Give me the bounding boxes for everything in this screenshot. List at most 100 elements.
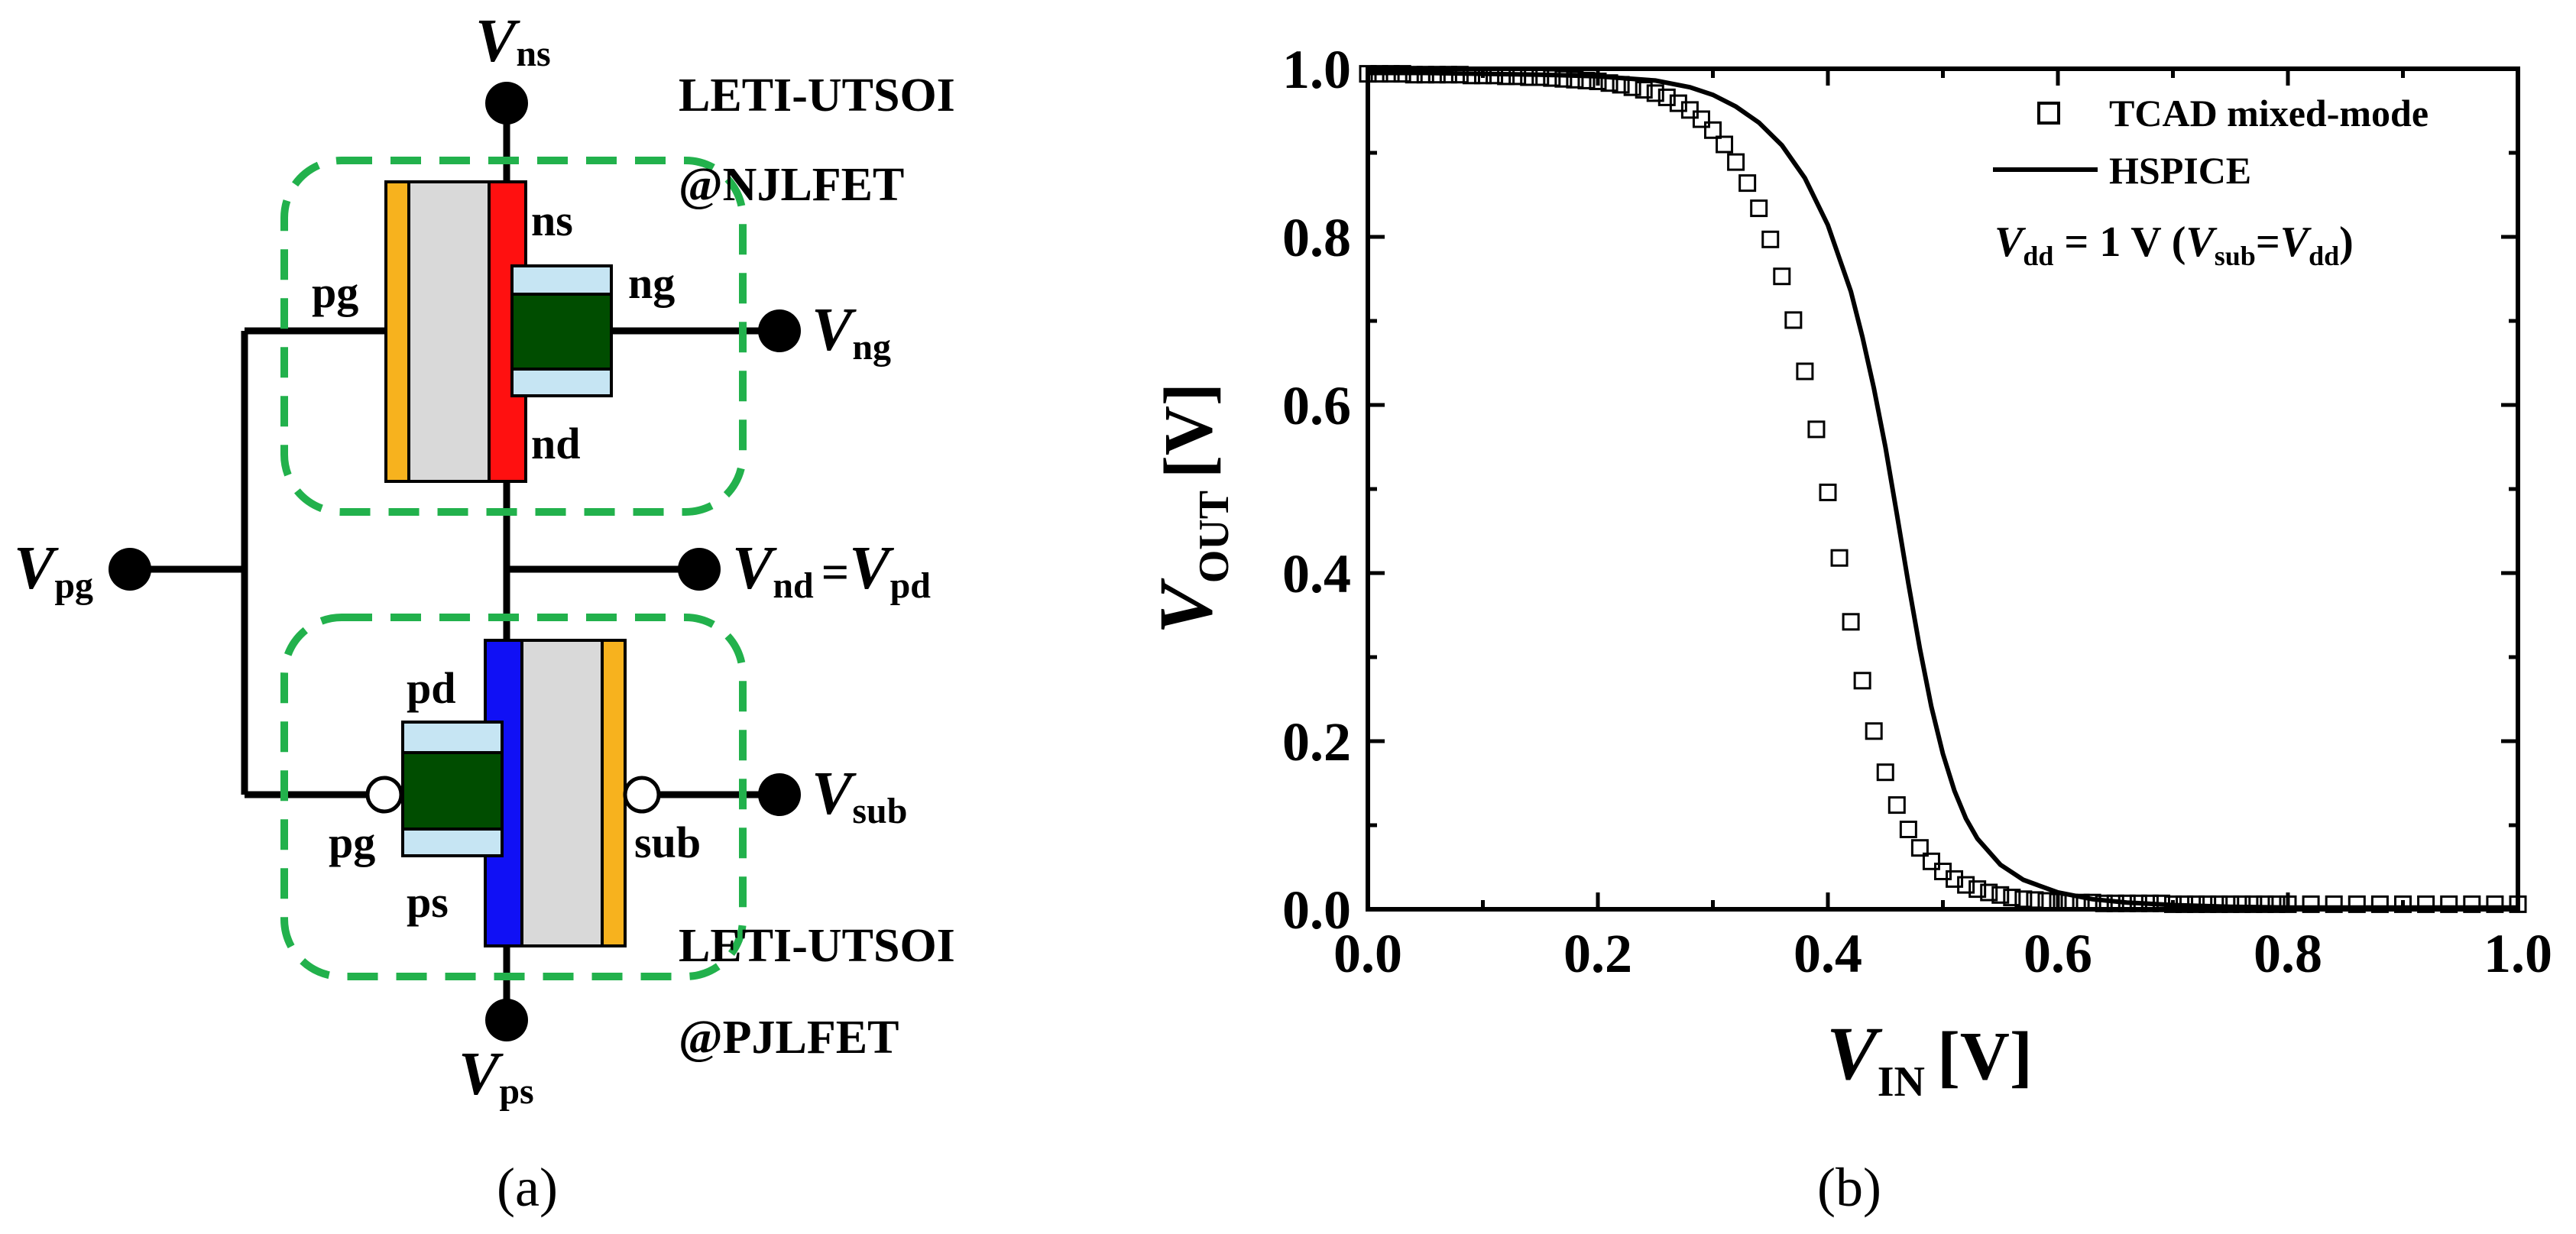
series-tcad-points xyxy=(1359,65,2527,913)
label-v-ns: Vns xyxy=(475,8,551,75)
tcad-point xyxy=(1657,88,1676,106)
plot-frame xyxy=(1366,66,2520,912)
tcad-point xyxy=(2026,891,2044,909)
tcad-point xyxy=(1922,852,1940,870)
tcad-point xyxy=(2118,894,2136,912)
series-hspice-line xyxy=(1368,70,2518,910)
tcad-point xyxy=(2267,895,2286,913)
pjl-dashed-box xyxy=(280,614,747,980)
tcad-point xyxy=(2509,895,2527,913)
tcad-point xyxy=(1623,78,1641,96)
x-tick-label: 0.4 xyxy=(1793,923,1862,984)
label-pg-bot: pg xyxy=(329,818,375,867)
tcad-point xyxy=(2302,895,2320,913)
sub-inversion-bubble xyxy=(623,776,661,814)
tcad-point xyxy=(1865,722,1883,740)
node-vsub xyxy=(758,773,801,816)
tcad-point xyxy=(2129,894,2147,912)
terminal-dots xyxy=(109,82,801,1041)
label-pd: pd xyxy=(407,663,456,713)
legend-hspice-label: HSPICE xyxy=(2109,149,2251,192)
tcad-point xyxy=(2072,893,2090,912)
tcad-point xyxy=(1416,66,1434,84)
tcad-point xyxy=(1589,73,1607,90)
label-v-sub: Vsub xyxy=(812,760,907,831)
tcad-point xyxy=(1393,65,1411,83)
tcad-point xyxy=(1531,68,1550,86)
tcad-point xyxy=(1359,65,1377,83)
tcad-point xyxy=(2279,895,2297,913)
tcad-point xyxy=(1704,121,1722,139)
node-vpg xyxy=(109,548,151,591)
label-v-ps: Vps xyxy=(458,1041,534,1112)
label-v-pg: Vpg xyxy=(14,535,93,606)
njl-dashed-box xyxy=(280,157,747,516)
tcad-point xyxy=(2049,892,2067,911)
tcad-point xyxy=(1635,81,1653,99)
tcad-point xyxy=(1830,549,1849,567)
label-v-ng: Vng xyxy=(812,296,891,368)
label-v-nd-eq-v-pd: Vnd =Vpd xyxy=(732,535,931,606)
tcad-point xyxy=(1370,65,1388,83)
axis-ticks xyxy=(1366,66,2520,912)
tcad-point xyxy=(1439,66,1457,84)
tcad-point xyxy=(1876,763,1894,782)
pjl-title-line2: @PJLFET xyxy=(679,1012,899,1064)
tcad-point xyxy=(2256,895,2274,913)
njlfet-device xyxy=(280,157,747,516)
y-tick-labels: 0.0 0.2 0.4 0.6 0.8 1.0 xyxy=(1282,39,1351,941)
tcad-point xyxy=(1899,821,1917,838)
tcad-point xyxy=(1807,420,1826,439)
tcad-point xyxy=(2060,893,2079,912)
tcad-point xyxy=(1761,230,1780,248)
tcad-point xyxy=(1450,66,1469,84)
tcad-point xyxy=(2463,895,2481,913)
tcad-point xyxy=(1646,84,1664,102)
pjl-front-gate xyxy=(401,751,504,831)
node-vng xyxy=(758,309,801,352)
legend-tcad-marker xyxy=(2037,102,2060,125)
label-ps: ps xyxy=(407,877,449,927)
tcad-point xyxy=(2140,894,2159,912)
tcad-point xyxy=(1600,74,1619,92)
x-tick-label: 0.0 xyxy=(1333,923,1402,984)
tcad-point xyxy=(1462,66,1480,85)
x-tick-label: 1.0 xyxy=(2484,923,2552,984)
y-tick-label: 1.0 xyxy=(1282,39,1351,100)
tcad-point xyxy=(1957,876,1975,894)
label-ns: ns xyxy=(531,196,573,245)
panel-b-chart: 0.0 0.2 0.4 0.6 0.8 1.0 0.0 0.2 0.4 0.6 0.8 1.0 TC… xyxy=(1143,39,2552,1218)
pjl-title-line1: LETI-UTSOI xyxy=(679,920,955,972)
tcad-point xyxy=(1497,67,1515,86)
tcad-point xyxy=(1819,483,1837,501)
tcad-point xyxy=(2325,895,2343,913)
y-axis-label: VOUT[V] xyxy=(1143,383,1238,634)
node-vns xyxy=(485,82,528,125)
njl-title-line1: LETI-UTSOI xyxy=(679,70,955,121)
tcad-point xyxy=(2187,895,2205,913)
njl-front-gate xyxy=(510,293,613,371)
tcad-point xyxy=(2440,895,2458,913)
tcad-point xyxy=(1612,76,1630,94)
tcad-point xyxy=(1750,199,1768,218)
tcad-point xyxy=(1773,267,1791,286)
tcad-point xyxy=(1738,174,1757,193)
caption-a: (a) xyxy=(497,1157,558,1218)
pjl-back-gate xyxy=(601,639,627,947)
pjlfet-device xyxy=(280,614,747,980)
tcad-point xyxy=(2176,895,2194,913)
tcad-point xyxy=(1692,110,1710,128)
tcad-point xyxy=(1554,70,1573,88)
tcad-point xyxy=(2003,889,2021,907)
tcad-point xyxy=(2370,895,2389,913)
caption-b: (b) xyxy=(1817,1157,1881,1218)
tcad-point xyxy=(2199,895,2217,913)
tcad-point xyxy=(1946,870,1964,888)
legend-tcad-label: TCAD mixed-mode xyxy=(2109,92,2429,134)
tcad-point xyxy=(1543,69,1561,87)
y-tick-label: 0.2 xyxy=(1282,711,1351,772)
tcad-point xyxy=(1520,68,1538,86)
tcad-point xyxy=(2486,895,2504,913)
tcad-point xyxy=(2037,892,2056,910)
